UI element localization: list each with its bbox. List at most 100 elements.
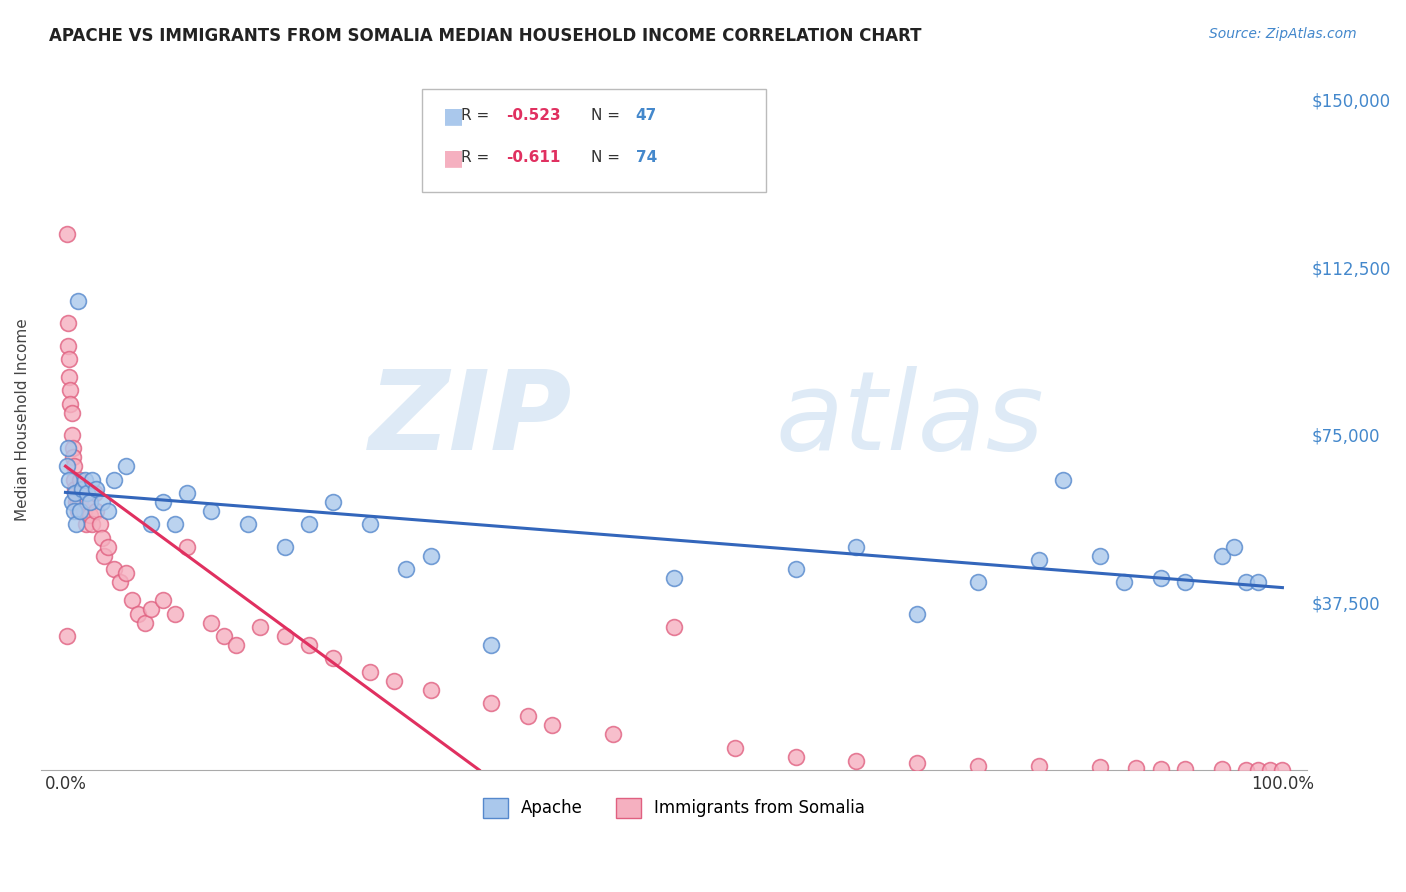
Text: ■: ■: [443, 106, 464, 126]
Point: [236, 517, 259, 532]
Point: [1028, 553, 1050, 567]
Point: [1052, 473, 1074, 487]
Point: [322, 495, 344, 509]
Point: [967, 575, 990, 590]
Point: [273, 629, 295, 643]
Point: [967, 758, 990, 772]
Point: [1174, 575, 1197, 590]
Point: [1028, 759, 1050, 773]
Text: R =: R =: [461, 109, 495, 123]
Point: [63, 482, 86, 496]
Point: [84, 482, 107, 496]
Point: [84, 504, 107, 518]
Point: [73, 473, 96, 487]
Text: -0.611: -0.611: [506, 151, 561, 165]
Point: [200, 615, 222, 630]
Point: [63, 459, 86, 474]
Point: [163, 607, 186, 621]
Point: [62, 442, 84, 456]
Point: [69, 473, 91, 487]
Point: [76, 495, 98, 509]
Point: [55, 459, 77, 474]
Text: ZIP: ZIP: [370, 366, 572, 473]
Point: [56, 316, 79, 330]
Text: APACHE VS IMMIGRANTS FROM SOMALIA MEDIAN HOUSEHOLD INCOME CORRELATION CHART: APACHE VS IMMIGRANTS FROM SOMALIA MEDIAN…: [49, 27, 922, 45]
Point: [82, 473, 104, 487]
Point: [63, 486, 86, 500]
Point: [134, 615, 156, 630]
Point: [322, 651, 344, 665]
Point: [89, 517, 111, 532]
Point: [359, 665, 381, 679]
Point: [56, 442, 79, 456]
Text: atlas: atlas: [775, 366, 1043, 473]
Point: [176, 540, 198, 554]
Point: [724, 740, 747, 755]
Point: [163, 517, 186, 532]
Point: [382, 673, 405, 688]
Point: [75, 517, 97, 532]
Text: 74: 74: [636, 151, 657, 165]
Point: [63, 473, 86, 487]
Point: [103, 562, 125, 576]
Point: [60, 406, 83, 420]
Point: [1114, 575, 1136, 590]
Point: [79, 508, 101, 523]
Point: [121, 593, 143, 607]
Point: [1234, 575, 1257, 590]
Point: [419, 549, 441, 563]
Point: [55, 629, 77, 643]
Point: [66, 504, 89, 518]
Point: [785, 562, 807, 576]
Point: [62, 450, 84, 465]
Point: [97, 504, 120, 518]
Point: [200, 504, 222, 518]
Point: [662, 620, 685, 634]
Point: [845, 540, 868, 554]
Point: [359, 517, 381, 532]
Point: [82, 517, 104, 532]
Point: [70, 486, 93, 500]
Point: [225, 638, 247, 652]
Text: R =: R =: [461, 151, 495, 165]
Point: [212, 629, 235, 643]
Point: [55, 227, 77, 241]
Point: [93, 549, 115, 563]
Point: [63, 486, 86, 500]
Point: [59, 396, 82, 410]
Point: [139, 602, 162, 616]
Text: Source: ZipAtlas.com: Source: ZipAtlas.com: [1209, 27, 1357, 41]
Point: [419, 682, 441, 697]
Point: [395, 562, 418, 576]
Point: [1211, 762, 1233, 776]
Legend: Apache, Immigrants from Somalia: Apache, Immigrants from Somalia: [475, 791, 872, 825]
Point: [127, 607, 149, 621]
Point: [1150, 762, 1173, 776]
Point: [115, 566, 138, 581]
Point: [298, 638, 321, 652]
Point: [1125, 761, 1147, 775]
Text: N =: N =: [591, 109, 624, 123]
Point: [91, 495, 114, 509]
Point: [1174, 762, 1197, 776]
Point: [1222, 540, 1244, 554]
Point: [110, 575, 132, 590]
Point: [65, 517, 87, 532]
Point: [1150, 571, 1173, 585]
Point: [56, 338, 79, 352]
Point: [516, 709, 538, 723]
Point: [1258, 763, 1281, 777]
Point: [662, 571, 685, 585]
Point: [59, 383, 82, 397]
Point: [298, 517, 321, 532]
Point: [58, 473, 80, 487]
Point: [273, 540, 295, 554]
Point: [66, 293, 89, 308]
Point: [785, 749, 807, 764]
Point: [60, 428, 83, 442]
Text: -0.523: -0.523: [506, 109, 561, 123]
Point: [152, 593, 174, 607]
Point: [905, 607, 928, 621]
Point: [845, 754, 868, 768]
Point: [541, 718, 564, 732]
